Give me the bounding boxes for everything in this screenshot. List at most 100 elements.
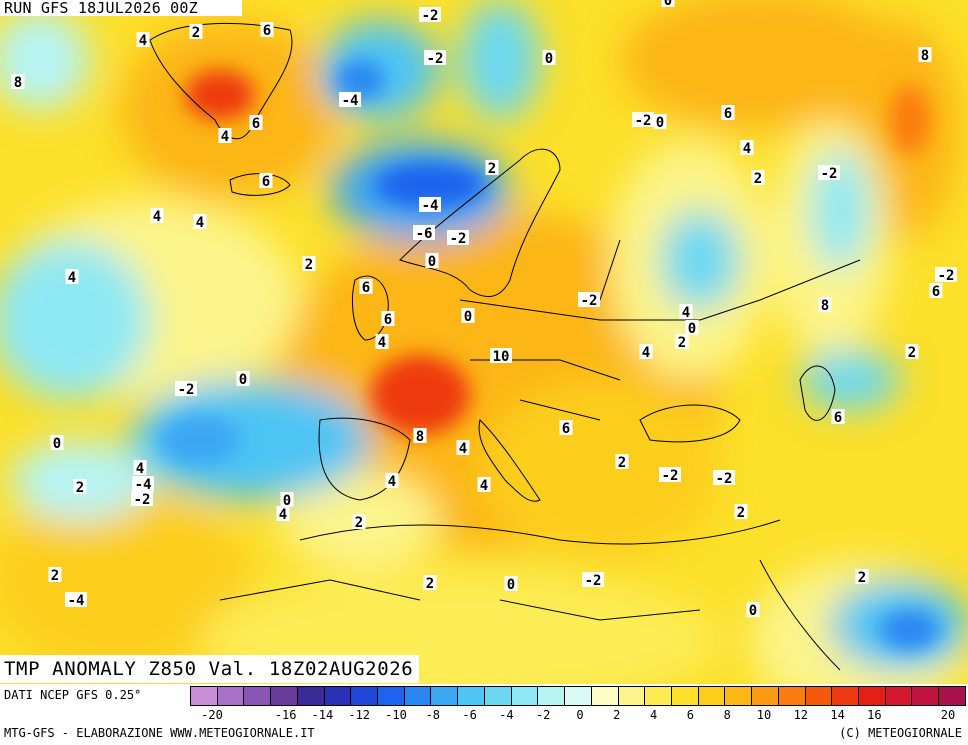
color-scale-swatch [297,687,325,705]
contour-label: 6 [559,420,573,437]
contour-label: 2 [734,504,748,521]
svg-text:2: 2 [858,570,866,586]
contour-label: 4 [65,269,79,286]
color-scale-tick-label: 0 [576,708,584,722]
svg-text:4: 4 [136,461,144,477]
color-scale-swatch [752,687,779,705]
contour-label: -2 [419,7,441,24]
contour-label: 4 [193,214,207,231]
contour-label: 2 [615,454,629,471]
color-scale-swatch [671,687,699,705]
color-scale-swatch [591,687,619,705]
color-scale-tick-label: -20 [201,708,223,722]
contour-label: 8 [918,47,932,64]
contour-label: 6 [259,173,273,190]
svg-text:-2: -2 [635,113,652,129]
svg-text:6: 6 [252,116,260,132]
svg-text:-2: -2 [178,382,195,398]
contour-label: -4 [419,197,441,214]
contour-label: 6 [929,283,943,300]
svg-text:2: 2 [355,515,363,531]
color-scale-tick-label: 16 [867,708,882,722]
contour-label: 2 [485,160,499,177]
contour-label: 0 [425,253,439,270]
contour-label: 4 [679,304,693,321]
color-scale-swatch [511,687,539,705]
anomaly-field [0,0,968,684]
contour-label: 6 [249,115,263,132]
svg-text:6: 6 [932,284,940,300]
svg-text:0: 0 [464,309,472,325]
contour-label: -2 [447,230,469,247]
svg-text:4: 4 [378,335,386,351]
color-scale-swatch [484,687,512,705]
contour-label: 4 [639,344,653,361]
contour-label: 4 [477,477,491,494]
svg-text:-2: -2 [427,51,444,67]
contour-label: 8 [413,428,427,445]
contour-label: 8 [818,297,832,314]
contour-label: -2 [578,292,600,309]
color-scale-tick-label: -2 [535,708,551,722]
contour-label: 2 [352,514,366,531]
svg-text:0: 0 [656,115,664,131]
svg-text:4: 4 [153,209,161,225]
svg-text:4: 4 [196,215,204,231]
color-scale-tick-label: -14 [311,708,334,722]
coastlines [149,22,861,671]
svg-text:0: 0 [428,254,436,270]
color-scale-tick-label: 12 [793,708,809,722]
contour-label: 2 [905,344,919,361]
svg-text:-2: -2 [821,166,838,182]
svg-text:-2: -2 [450,231,467,247]
svg-text:0: 0 [239,372,247,388]
contour-label: -2 [424,50,446,67]
contour-label: 0 [504,576,518,593]
svg-text:6: 6 [262,174,270,190]
svg-text:-2: -2 [581,293,598,309]
svg-text:0: 0 [545,51,553,67]
color-scale-swatch [271,687,298,705]
contour-label: 0 [280,492,294,509]
contour-label: -4 [132,476,154,493]
contour-label: -2 [582,572,604,589]
color-scale-tick-label: -10 [385,708,407,722]
contour-label: 4 [150,208,164,225]
svg-text:0: 0 [507,577,515,593]
color-scale-swatch [538,687,566,705]
color-scale-tick-label: 10 [756,708,772,722]
color-scale-swatch [832,687,859,705]
color-scale-swatch [645,687,672,705]
contour-label: -2 [935,267,957,284]
svg-text:6: 6 [834,410,842,426]
svg-text:8: 8 [821,298,829,314]
color-scale-swatch [431,687,459,705]
anomaly-map: 4 2 6 -2 -2 0 8 4 6 -4 -2 0 8 6 4 2 0 -2 4 6 4 2 -4 -6 -2 0 2 4 -2 6 4… [0,0,968,684]
svg-text:2: 2 [305,257,313,273]
credit-right: (C) METEOGIORNALE [839,726,962,740]
svg-text:6: 6 [263,23,271,39]
border-lines [219,239,861,621]
color-scale-swatch [404,687,432,705]
color-scale-tick-label: -4 [499,708,514,722]
color-scale-tick-label: -8 [425,708,441,722]
svg-text:-2: -2 [662,468,679,484]
contour-label: 4 [136,32,150,49]
color-scale-tick-label: 4 [649,708,658,722]
red-sea-coast [759,559,841,671]
svg-text:0: 0 [53,436,61,452]
color-scale-tick-label: 8 [723,708,731,722]
svg-text:4: 4 [743,141,751,157]
contour-label: 6 [721,105,735,122]
color-scale-tick-label: -6 [462,708,477,722]
svg-text:0: 0 [688,321,696,337]
contour-label: -2 [713,470,735,487]
svg-text:4: 4 [682,305,690,321]
contour-label: 2 [675,334,689,351]
color-scale-swatch [565,687,592,705]
caspian-coast [799,365,836,421]
contour-label: 2 [751,170,765,187]
svg-text:2: 2 [908,345,916,361]
black-sea-coast [639,404,741,443]
